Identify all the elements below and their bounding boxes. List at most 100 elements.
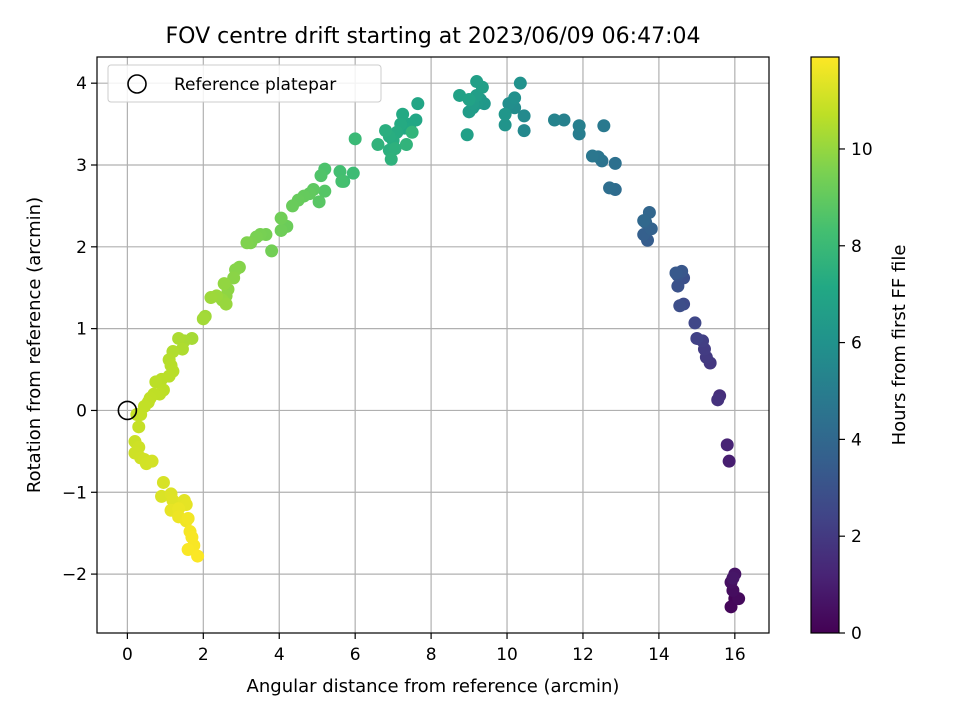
- scatter-point: [274, 223, 288, 237]
- y-tick-label: 3: [76, 156, 87, 176]
- legend-marker: [127, 74, 147, 94]
- scatter-point: [399, 138, 413, 152]
- y-tick-label: −1: [62, 483, 87, 503]
- scatter-point: [637, 214, 651, 228]
- x-tick-label: 8: [426, 645, 437, 665]
- scatter-point: [156, 475, 170, 489]
- x-tick-label: 14: [648, 645, 670, 665]
- scatter-point: [333, 165, 347, 179]
- x-tick-label: 2: [198, 645, 209, 665]
- chart-title: FOV centre drift starting at 2023/06/09 …: [166, 24, 701, 49]
- scatter-point: [172, 331, 186, 345]
- colorbar-tick-label: 2: [851, 527, 862, 547]
- scatter-point: [227, 271, 241, 285]
- grid-lines: [97, 57, 769, 633]
- legend: Reference platepar: [107, 64, 382, 103]
- plot-frame: [96, 56, 770, 634]
- scatter-point: [379, 124, 393, 138]
- x-tick-label: 12: [572, 645, 594, 665]
- scatter-point: [720, 438, 734, 452]
- reference-marker: [117, 400, 138, 421]
- scatter-point: [498, 107, 512, 121]
- scatter-point: [597, 119, 611, 133]
- scatter-point: [371, 138, 385, 152]
- scatter-point: [335, 174, 349, 188]
- x-tick-label: 6: [350, 645, 361, 665]
- scatter-point: [314, 169, 328, 183]
- scatter-point: [669, 266, 683, 280]
- legend-box: [107, 64, 382, 103]
- scatter-point: [318, 184, 332, 198]
- scatter-point: [196, 312, 210, 326]
- scatter-point: [219, 297, 233, 311]
- scatter-point: [470, 75, 484, 89]
- scatter-point: [384, 152, 398, 166]
- colorbar: 0 2 4 6 8 10 Hours from first FF file: [810, 56, 910, 644]
- scatter-point: [191, 549, 205, 563]
- scatter-point: [181, 543, 195, 557]
- colorbar-tick-label: 8: [851, 237, 862, 257]
- scatter-point: [498, 118, 512, 132]
- scatter-point: [726, 571, 740, 585]
- scatter-point: [722, 454, 736, 468]
- colorbar-ticks: 0 2 4 6 8 10: [839, 140, 873, 644]
- scatter-point: [145, 454, 159, 468]
- data-points: [128, 75, 746, 614]
- scatter-point: [204, 291, 218, 305]
- x-tick-label: 16: [724, 645, 746, 665]
- scatter-point: [460, 128, 474, 142]
- y-tick-label: −2: [62, 565, 87, 585]
- y-tick-label: 0: [76, 401, 87, 421]
- scatter-point: [348, 132, 362, 146]
- scatter-point: [608, 156, 622, 170]
- scatter-point: [688, 316, 702, 330]
- x-axis-label: Angular distance from reference (arcmin): [247, 676, 620, 697]
- x-tick-label: 4: [274, 645, 285, 665]
- y-tick-label: 4: [76, 74, 87, 94]
- scatter-point: [240, 236, 254, 250]
- scatter-point: [671, 279, 685, 293]
- scatter-point: [411, 97, 425, 111]
- scatter-point: [585, 149, 599, 163]
- colorbar-gradient: [810, 56, 840, 634]
- legend-entry: Reference platepar: [174, 75, 336, 95]
- scatter-point: [396, 107, 410, 121]
- scatter-point: [572, 119, 586, 133]
- scatter-point: [265, 244, 279, 258]
- scatter-point: [181, 511, 195, 525]
- scatter-point: [603, 181, 617, 195]
- scatter-point: [462, 93, 476, 107]
- scatter-point: [346, 166, 360, 180]
- scatter-point: [724, 600, 738, 614]
- scatter-point: [557, 113, 571, 127]
- x-axis-ticks: 0 2 4 6 8 10 12 14 16: [122, 633, 746, 665]
- colorbar-tick-label: 6: [851, 334, 862, 354]
- scatter-point: [132, 420, 146, 434]
- scatter-point: [690, 331, 704, 345]
- scatter-point: [286, 199, 300, 213]
- scatter-point: [513, 76, 527, 90]
- colorbar-tick-label: 0: [851, 624, 862, 644]
- scatter-point: [217, 277, 231, 291]
- scatter-point: [388, 142, 402, 156]
- scatter-point: [673, 299, 687, 313]
- scatter-point: [405, 125, 419, 139]
- y-tick-label: 2: [76, 238, 87, 258]
- scatter-point: [274, 211, 288, 225]
- scatter-point: [517, 109, 531, 123]
- y-axis-ticks: −2 −1 0 1 2 3 4: [62, 74, 97, 585]
- scatter-point: [517, 124, 531, 138]
- scatter-point: [508, 91, 522, 105]
- scatter-point: [711, 393, 725, 407]
- colorbar-tick-label: 10: [851, 140, 873, 160]
- scatter-point: [547, 113, 561, 127]
- y-axis-label: Rotation from reference (arcmin): [24, 197, 45, 493]
- colorbar-tick-label: 4: [851, 430, 862, 450]
- x-tick-label: 10: [496, 645, 518, 665]
- y-tick-label: 1: [76, 320, 87, 340]
- colorbar-label: Hours from first FF file: [889, 245, 910, 446]
- x-tick-label: 0: [122, 645, 133, 665]
- scatter-point: [149, 375, 163, 389]
- scatter-point: [312, 195, 326, 209]
